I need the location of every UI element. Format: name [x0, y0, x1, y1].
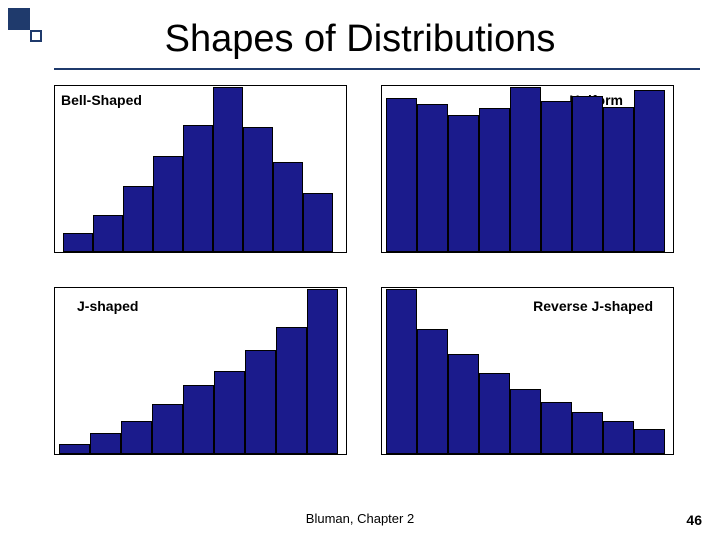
bar: [307, 289, 338, 454]
bar: [93, 215, 123, 252]
bars-jshaped: [59, 289, 338, 454]
bar: [572, 96, 603, 252]
bar: [572, 412, 603, 454]
bar: [63, 233, 93, 252]
bar: [386, 289, 417, 454]
bar: [479, 108, 510, 252]
bars-bell: [63, 87, 333, 252]
bar: [510, 87, 541, 252]
bar: [303, 193, 333, 252]
bar: [448, 354, 479, 454]
bar: [603, 421, 634, 454]
footer-text: Bluman, Chapter 2: [0, 511, 720, 526]
bar: [90, 433, 121, 454]
panel-reverse-j-shaped: Reverse J-shaped: [381, 287, 674, 455]
bars-revj: [386, 289, 665, 454]
panel-uniform: Uniform: [381, 85, 674, 253]
bar: [59, 444, 90, 454]
bar: [479, 373, 510, 454]
bar: [123, 186, 153, 252]
bar: [386, 98, 417, 252]
bar: [153, 156, 183, 252]
bar: [603, 107, 634, 252]
bar: [541, 402, 572, 454]
panel-j-shaped: J-shaped: [54, 287, 347, 455]
bar: [183, 125, 213, 252]
bar: [121, 421, 152, 454]
bar: [417, 104, 448, 252]
bar: [417, 329, 448, 454]
bar: [541, 101, 572, 252]
panel-grid: Bell-Shaped Uniform J-shaped Reverse J-s…: [54, 85, 674, 455]
bars-uniform: [386, 87, 665, 252]
bar: [213, 87, 243, 252]
bar: [243, 127, 273, 252]
bar: [276, 327, 307, 454]
page-number: 46: [686, 512, 702, 528]
bar: [634, 429, 665, 454]
slide-title: Shapes of Distributions: [0, 18, 720, 61]
bar: [152, 404, 183, 454]
bar: [214, 371, 245, 454]
bar: [183, 385, 214, 454]
bar: [510, 389, 541, 454]
bar: [448, 115, 479, 252]
title-underline: [54, 68, 700, 70]
bar: [245, 350, 276, 454]
bar: [273, 162, 303, 252]
panel-bell-shaped: Bell-Shaped: [54, 85, 347, 253]
bar: [634, 90, 665, 252]
